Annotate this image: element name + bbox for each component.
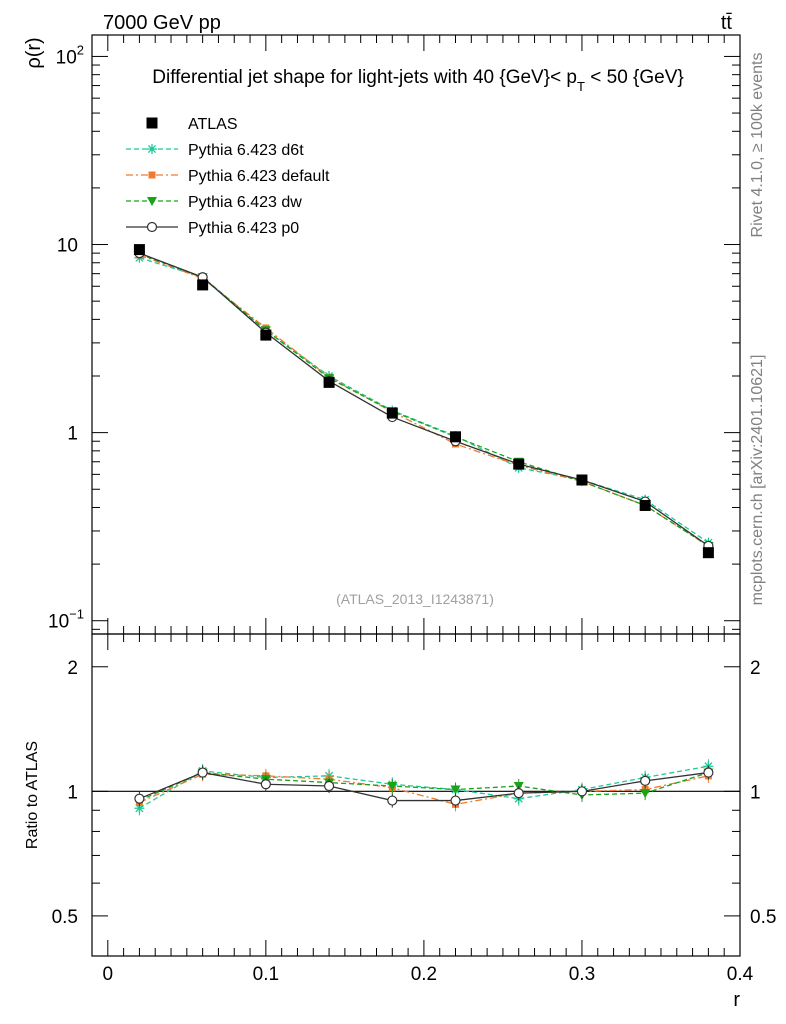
ratio-series-pythia-6-423-p0 <box>134 765 714 808</box>
ratio-y-tick-label-right: 1 <box>750 782 761 803</box>
series-line-pythia-6-423-dw <box>139 253 709 547</box>
series-line-pythia-6-423-p0 <box>139 252 709 547</box>
x-tick-label: 0.2 <box>411 964 437 985</box>
x-tick-label: 0.1 <box>253 964 279 985</box>
ratio-point-pythia-6-423-p0 <box>134 793 145 804</box>
main-ylabel: ρ(r) <box>23 37 45 68</box>
data-point-atlas <box>197 279 209 291</box>
ratio-y-tick-label-right: 2 <box>750 658 761 679</box>
data-point-atlas <box>260 329 272 341</box>
data-point-atlas <box>133 244 145 256</box>
data-point-atlas <box>639 499 651 511</box>
ratio-point-pythia-6-423-p0 <box>323 780 335 792</box>
main-y-tick-label: 10−1 <box>48 607 84 633</box>
legend-label: Pythia 6.423 default <box>188 168 330 185</box>
main-y-tick-label: 10 <box>57 236 78 257</box>
ratio-point-pythia-6-423-p0 <box>387 795 398 806</box>
legend-item-pythia-6-423-p0: Pythia 6.423 p0 <box>126 220 299 237</box>
main-plot: 10−1 1 10 102 <box>48 35 741 634</box>
legend-item-pythia-6-423-default: Pythia 6.423 default <box>126 168 330 185</box>
ratio-point-pythia-6-423-p0 <box>576 786 588 797</box>
ratio-point-pythia-6-423-p0 <box>703 767 714 778</box>
ratio-frame <box>91 633 741 957</box>
ratio-line-pythia-6-423-dw <box>139 771 709 802</box>
ratio-plot: 0.5 0.5 1 1 2 2 0 0.1 0.2 0.3 0.4 <box>52 634 776 985</box>
ratio-point-pythia-6-423-p0 <box>513 788 524 799</box>
ratio-point-pythia-6-423-dw <box>640 789 651 799</box>
main-y-tick-label: 1 <box>67 424 78 445</box>
data-point-atlas <box>702 547 714 559</box>
rivet-label: Rivet 4.1.0, ≥ 100k events <box>749 53 766 238</box>
ratio-line-pythia-6-423-p0 <box>139 771 709 802</box>
legend-marker <box>148 171 156 179</box>
ratio-y-tick-label-right: 0.5 <box>750 907 776 928</box>
data-point-atlas <box>513 458 525 470</box>
ratio-point-pythia-6-423-dw <box>387 782 398 792</box>
xlabel: r <box>733 989 740 1011</box>
legend-item-atlas: ATLAS <box>146 116 238 133</box>
ratio-ylabel: Ratio to ATLAS <box>24 741 41 849</box>
data-point-atlas <box>576 474 588 486</box>
legend-label: ATLAS <box>188 116 238 133</box>
chart-title-suffix: < 50 {GeV} <box>585 67 684 88</box>
energy-label: 7000 GeV pp <box>103 12 221 34</box>
ratio-y-tick-label: 1 <box>67 782 78 803</box>
legend-marker <box>147 144 157 154</box>
legend-label: Pythia 6.423 dw <box>188 194 302 211</box>
mcplots-label: mcplots.cern.ch [arXiv:2401.10621] <box>749 355 766 606</box>
ratio-point-pythia-6-423-dw <box>450 785 461 795</box>
x-tick-label: 0.4 <box>727 964 754 985</box>
chart-title-subscript: T <box>577 79 585 94</box>
data-point-atlas <box>386 407 398 419</box>
ratio-point-pythia-6-423-p0 <box>260 779 271 790</box>
legend-item-pythia-6-423-dw: Pythia 6.423 dw <box>126 194 302 211</box>
analysis-watermark: (ATLAS_2013_I1243871) <box>336 591 494 607</box>
legend-label: Pythia 6.423 d6t <box>188 142 304 159</box>
x-tick-label: 0 <box>103 964 114 985</box>
ratio-line-pythia-6-423-default <box>139 773 709 806</box>
legend-marker <box>146 221 158 233</box>
data-point-atlas <box>323 376 335 388</box>
ratio-point-pythia-6-423-p0 <box>450 795 461 806</box>
ratio-line-pythia-6-423-d6t <box>139 765 709 809</box>
ratio-y-tick-label: 0.5 <box>52 907 78 928</box>
chart-title: Differential jet shape for light-jets wi… <box>152 67 684 94</box>
ratio-point-pythia-6-423-p0 <box>640 775 651 786</box>
data-point-atlas <box>450 431 462 443</box>
ratio-point-pythia-6-423-p0 <box>197 767 208 778</box>
x-tick-label: 0.3 <box>569 964 595 985</box>
legend-label: Pythia 6.423 p0 <box>188 220 299 237</box>
process-label: tt̄ <box>721 12 733 34</box>
ratio-y-tick-label: 2 <box>67 658 78 679</box>
chart-title-main: Differential jet shape for light-jets wi… <box>152 67 577 88</box>
legend-marker <box>147 197 157 206</box>
legend-marker <box>146 117 158 129</box>
series-atlas <box>133 244 714 559</box>
legend-item-pythia-6-423-d6t: Pythia 6.423 d6t <box>126 142 304 159</box>
legend: ATLAS Pythia 6.423 d6t Pythia 6.423 defaul… <box>126 116 330 237</box>
main-y-tick-label: 102 <box>56 42 84 68</box>
